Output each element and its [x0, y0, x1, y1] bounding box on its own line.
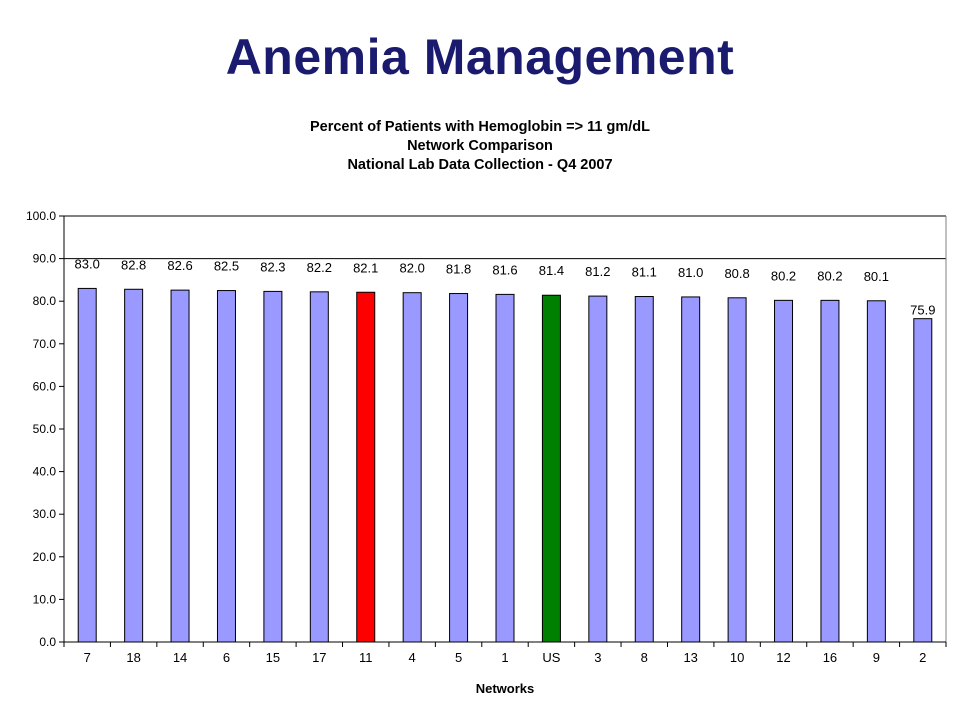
bar-13 — [681, 296, 701, 643]
x-tick-label: 17 — [312, 650, 326, 665]
data-labels: 83.0 82.8 82.6 82.5 82.3 82.2 82.1 82.0 81.8 81.6… — [75, 256, 936, 317]
x-tick-label: 6 — [223, 650, 230, 665]
bar-5 — [449, 293, 469, 643]
data-label: 82.3 — [260, 259, 285, 274]
x-tick-label: 5 — [455, 650, 462, 665]
x-tick-label: 13 — [683, 650, 697, 665]
y-tick-label: 90.0 — [33, 252, 57, 266]
chart-title-line-1: Percent of Patients with Hemoglobin => 1… — [309, 119, 650, 135]
data-label: 80.1 — [864, 269, 889, 284]
y-tick-label: 60.0 — [33, 379, 57, 393]
bars — [77, 287, 933, 643]
x-tick-label: US — [542, 650, 560, 665]
data-label: 82.1 — [353, 260, 378, 275]
data-label: 81.8 — [446, 262, 471, 277]
y-tick-label: 20.0 — [33, 550, 57, 564]
y-tick-labels: 0.0 10.0 20.0 30.0 40.0 50.0 60.0 70.0 80.0 90.0 1… — [26, 209, 56, 649]
bar-1 — [495, 293, 515, 643]
data-label: 80.8 — [724, 266, 749, 281]
bar-18 — [124, 288, 144, 643]
data-label: 81.4 — [539, 263, 564, 278]
y-tick-label: 70.0 — [33, 337, 57, 351]
data-label: 82.8 — [121, 257, 146, 272]
bar-9 — [866, 300, 886, 643]
axes — [59, 215, 947, 647]
bar-8 — [634, 296, 654, 643]
chart-title-line-3: National Lab Data Collection - Q4 2007 — [347, 157, 613, 173]
bar-7 — [77, 287, 97, 643]
x-tick-label: 12 — [776, 650, 790, 665]
data-label: 80.2 — [771, 268, 796, 283]
bar-2 — [913, 318, 933, 643]
bar-3 — [588, 295, 608, 643]
y-tick-label: 50.0 — [33, 422, 57, 436]
x-tick-label: 2 — [919, 650, 926, 665]
x-tick-label: 1 — [501, 650, 508, 665]
bar-11 — [356, 291, 376, 643]
y-tick-label: 80.0 — [33, 294, 57, 308]
bar-US — [541, 294, 561, 643]
bar-14 — [170, 289, 190, 643]
bar-15 — [263, 290, 283, 643]
x-tick-labels: 7 18 14 6 15 17 11 4 5 1 US 3 8 13 10 12 16 9 2 — [84, 650, 927, 665]
y-tick-label: 10.0 — [33, 592, 57, 606]
data-label: 80.2 — [817, 268, 842, 283]
x-tick-label: 4 — [409, 650, 416, 665]
data-label: 82.5 — [214, 259, 239, 274]
x-tick-label: 7 — [84, 650, 91, 665]
x-tick-label: 3 — [594, 650, 601, 665]
bar-10 — [727, 297, 747, 643]
slide-title: Anemia Management — [225, 29, 735, 85]
x-axis-label: Networks — [476, 681, 535, 696]
x-tick-label: 16 — [823, 650, 837, 665]
data-label: 81.2 — [585, 264, 610, 279]
chart-title-line-2: Network Comparison — [407, 138, 553, 154]
y-tick-label: 0.0 — [39, 635, 56, 649]
data-label: 83.0 — [75, 256, 100, 271]
data-label: 75.9 — [910, 303, 935, 318]
y-tick-label: 30.0 — [33, 507, 57, 521]
x-tick-label: 9 — [873, 650, 880, 665]
bar-17 — [309, 291, 329, 643]
data-label: 82.0 — [400, 261, 425, 276]
bar-6 — [216, 290, 236, 643]
x-tick-label: 14 — [173, 650, 187, 665]
y-tick-label: 100.0 — [26, 209, 56, 223]
x-tick-label: 10 — [730, 650, 744, 665]
data-label: 81.0 — [678, 265, 703, 280]
bar-12 — [774, 299, 794, 643]
x-tick-label: 18 — [126, 650, 140, 665]
chart-title: Percent of Patients with Hemoglobin => 1… — [0, 118, 960, 175]
data-label: 81.6 — [492, 262, 517, 277]
data-label: 82.6 — [167, 258, 192, 273]
gridlines — [64, 215, 947, 642]
x-tick-label: 15 — [266, 650, 280, 665]
bar-4 — [402, 292, 422, 643]
y-tick-label: 40.0 — [33, 465, 57, 479]
data-label: 81.1 — [632, 265, 657, 280]
x-tick-label: 11 — [359, 650, 373, 665]
x-tick-label: 8 — [641, 650, 648, 665]
bar-16 — [820, 299, 840, 643]
data-label: 82.2 — [307, 260, 332, 275]
